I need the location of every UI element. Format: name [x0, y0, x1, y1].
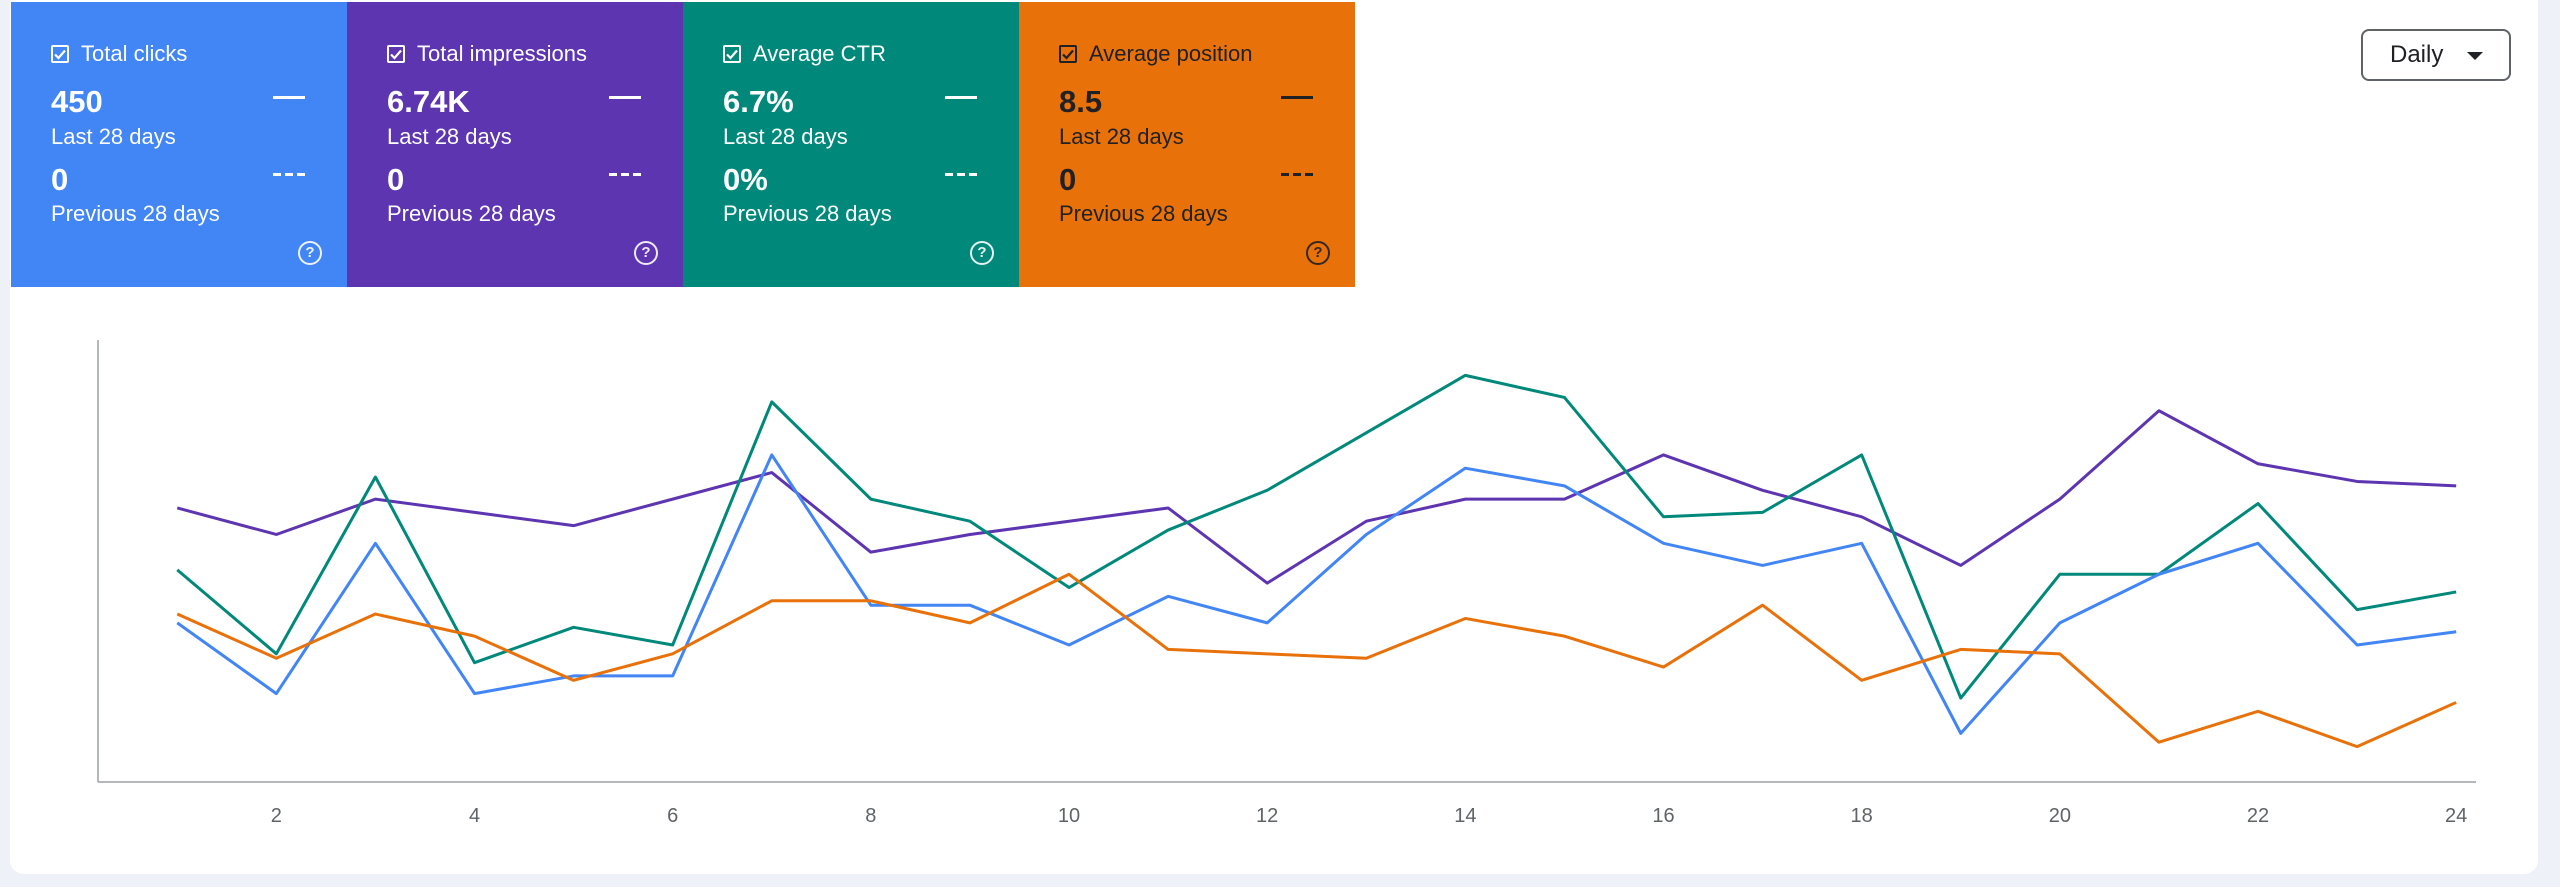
- card-header: Total impressions: [387, 42, 587, 66]
- help-circle-icon[interactable]: ?: [634, 241, 658, 265]
- checkbox-checked-icon[interactable]: [51, 45, 69, 63]
- series-line-average-ctr: [176, 373, 2457, 700]
- checkbox-checked-icon[interactable]: [387, 45, 405, 63]
- solid-line-legend-icon: [609, 96, 641, 99]
- x-tick-label: 8: [865, 805, 876, 827]
- card-title: Average CTR: [753, 41, 886, 66]
- card-header: Average CTR: [723, 42, 886, 66]
- series-line-total-clicks: [176, 453, 2457, 735]
- x-axis-ticks: 2 4 6 8 10 12 14 16 18 20 22 24: [271, 805, 2468, 827]
- x-tick-label: 14: [1454, 805, 1476, 827]
- card-current-period: Last 28 days: [1059, 124, 1184, 149]
- card-current-value: 6.74K: [387, 84, 470, 119]
- x-tick-label: 4: [469, 805, 480, 827]
- chart-axes: [97, 340, 2476, 783]
- card-title: Average position: [1089, 41, 1253, 66]
- metric-card-average-position[interactable]: Average position 8.5 Last 28 days 0 Prev…: [1019, 2, 1355, 287]
- card-header: Total clicks: [51, 42, 187, 66]
- dashed-line-legend-icon: [1281, 173, 1313, 176]
- card-current-value: 6.7%: [723, 84, 794, 119]
- card-title: Total impressions: [417, 41, 587, 66]
- card-title: Total clicks: [81, 41, 188, 66]
- granularity-dropdown[interactable]: Daily: [2361, 29, 2511, 81]
- x-tick-label: 18: [1851, 805, 1873, 827]
- metric-card-total-impressions[interactable]: Total impressions 6.74K Last 28 days 0 P…: [347, 2, 683, 287]
- card-current-period: Last 28 days: [723, 124, 848, 149]
- solid-line-legend-icon: [945, 96, 977, 99]
- card-current-period: Last 28 days: [51, 124, 176, 149]
- granularity-label: Daily: [2390, 41, 2444, 68]
- series-line-total-impressions: [176, 409, 2457, 585]
- x-tick-label: 6: [667, 805, 678, 827]
- x-tick-label: 22: [2247, 805, 2269, 827]
- x-tick-label: 16: [1652, 805, 1674, 827]
- card-previous-period: Previous 28 days: [1059, 201, 1228, 226]
- dashed-line-legend-icon: [273, 173, 305, 176]
- help-circle-icon[interactable]: ?: [970, 241, 994, 265]
- card-current-period: Last 28 days: [387, 124, 512, 149]
- card-previous-value: 0: [387, 162, 405, 197]
- x-tick-label: 24: [2445, 805, 2467, 827]
- help-circle-icon[interactable]: ?: [1306, 241, 1330, 265]
- chart-series: [176, 373, 2457, 749]
- card-previous-period: Previous 28 days: [723, 201, 892, 226]
- caret-down-icon: [2467, 52, 2483, 60]
- dashed-line-legend-icon: [609, 173, 641, 176]
- metric-cards: Total clicks 450 Last 28 days 0 Previous…: [11, 2, 1355, 287]
- dashed-line-legend-icon: [945, 173, 977, 176]
- metric-card-total-clicks[interactable]: Total clicks 450 Last 28 days 0 Previous…: [11, 2, 347, 287]
- metric-card-average-ctr[interactable]: Average CTR 6.7% Last 28 days 0% Previou…: [683, 2, 1019, 287]
- help-circle-icon[interactable]: ?: [298, 241, 322, 265]
- checkbox-checked-icon[interactable]: [723, 45, 741, 63]
- card-current-value: 8.5: [1059, 84, 1103, 119]
- x-tick-label: 20: [2049, 805, 2071, 827]
- x-tick-label: 10: [1058, 805, 1080, 827]
- series-line-average-position: [176, 572, 2457, 749]
- x-tick-label: 12: [1256, 805, 1278, 827]
- card-previous-period: Previous 28 days: [387, 201, 556, 226]
- card-previous-value: 0: [1059, 162, 1077, 197]
- card-previous-value: 0: [51, 162, 69, 197]
- solid-line-legend-icon: [1281, 96, 1313, 99]
- card-previous-value: 0%: [723, 162, 768, 197]
- x-tick-label: 2: [271, 805, 282, 827]
- checkbox-checked-icon[interactable]: [1059, 45, 1077, 63]
- card-header: Average position: [1059, 42, 1253, 66]
- solid-line-legend-icon: [273, 96, 305, 99]
- card-current-value: 450: [51, 84, 103, 119]
- card-previous-period: Previous 28 days: [51, 201, 220, 226]
